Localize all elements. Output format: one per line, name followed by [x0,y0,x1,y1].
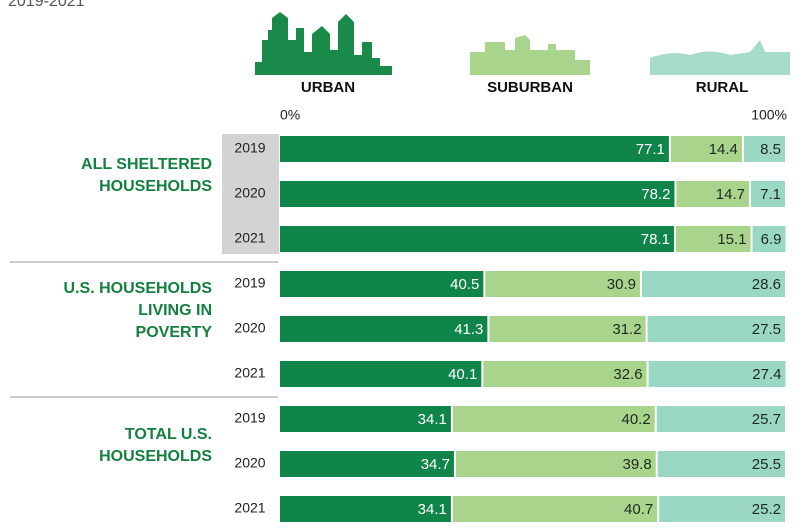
group-label: LIVING IN [138,302,212,319]
value-label: 27.5 [752,321,781,338]
group-label: ALL SHELTERED [81,156,212,173]
value-label: 40.1 [448,366,477,383]
group-label: HOUSEHOLDS [99,448,212,465]
value-label: 25.7 [752,411,781,428]
suburban-icon [470,35,590,75]
bar-segment [280,181,674,207]
year-label: 2021 [234,365,265,381]
value-label: 14.7 [716,186,745,203]
value-label: 32.6 [613,366,642,383]
value-label: 34.1 [418,411,447,428]
year-label: 2021 [234,500,265,516]
year-label: 2021 [234,230,265,246]
value-label: 25.5 [752,456,781,473]
year-label: 2019 [234,410,265,426]
value-label: 77.1 [636,141,665,158]
year-label: 2020 [234,455,265,471]
value-label: 7.1 [760,186,781,203]
value-label: 78.2 [641,186,670,203]
group-label: HOUSEHOLDS [99,178,212,195]
value-label: 28.6 [752,276,781,293]
chart: 2019-2021 URBAN SUBURBAN RURAL 0% 100% ALL SH… [0,0,806,530]
value-label: 39.8 [623,456,652,473]
group-label: POVERTY [136,324,213,341]
urban-icon [255,12,392,75]
legend-label: URBAN [301,79,355,96]
value-label: 34.7 [421,456,450,473]
year-label: 2020 [234,320,265,336]
value-label: 40.2 [621,411,650,428]
bar-segment [280,136,669,162]
value-label: 41.3 [454,321,483,338]
rural-icon [650,40,790,75]
x-tick-label: 100% [751,107,787,123]
value-label: 78.1 [641,231,670,248]
value-label: 27.4 [752,366,781,383]
year-label: 2019 [234,275,265,291]
bar-segment [280,226,674,252]
value-label: 15.1 [717,231,746,248]
group-label: TOTAL U.S. [125,426,212,443]
legend-label: RURAL [696,79,749,96]
value-label: 34.1 [418,501,447,518]
chart-subtitle: 2019-2021 [8,0,85,10]
value-label: 40.5 [450,276,479,293]
value-label: 31.2 [612,321,641,338]
value-label: 6.9 [761,231,782,248]
value-label: 30.9 [607,276,636,293]
legend-label: SUBURBAN [487,79,573,96]
group-label: U.S. HOUSEHOLDS [64,280,213,297]
value-label: 40.7 [624,501,653,518]
value-label: 8.5 [760,141,781,158]
x-tick-label: 0% [280,107,300,123]
value-label: 25.2 [752,501,781,518]
year-label: 2020 [234,185,265,201]
value-label: 14.4 [709,141,738,158]
year-label: 2019 [234,140,265,156]
